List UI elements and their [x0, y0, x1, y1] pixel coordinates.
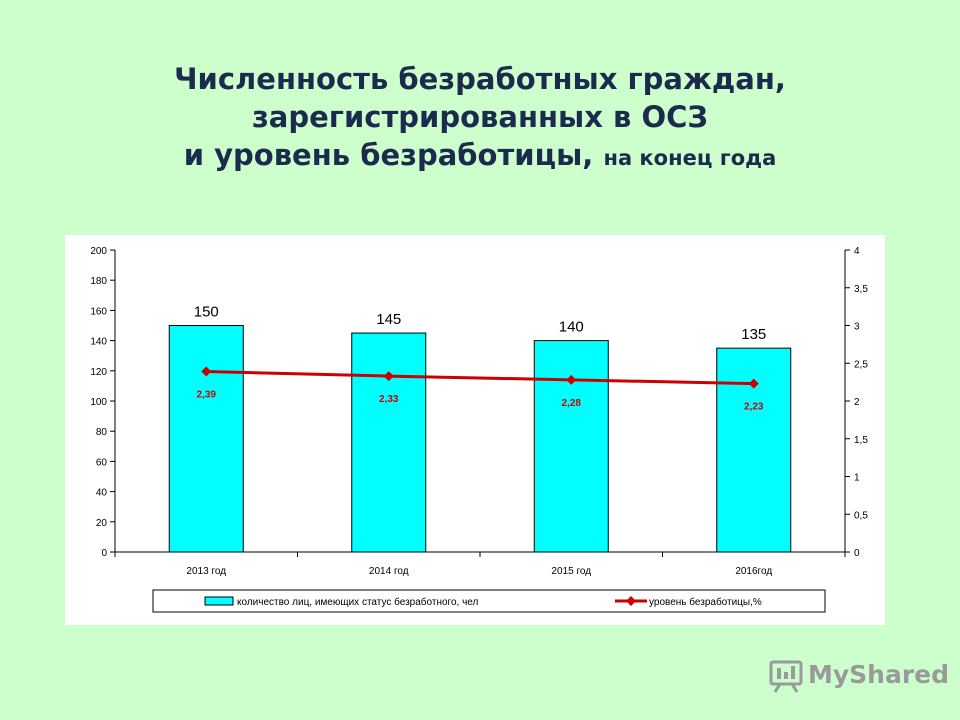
line-point: [748, 378, 759, 389]
y-right-tick-label: 1: [854, 473, 860, 484]
combo-chart: 0 20 40 60 80 100 120 140 160 180 200 0 0,5 1 1,5 2 2,5 3…: [65, 235, 885, 625]
legend-label-line: уровень безработицы,%: [649, 596, 762, 608]
y-left-tick-label: 20: [96, 518, 108, 529]
x-tick-label: 2014 год: [369, 566, 409, 577]
legend-marker-line: [626, 596, 636, 606]
line-data-label: 2,23: [744, 402, 764, 413]
line-data-label: 2,33: [379, 394, 399, 405]
y-left-tick-label: 140: [90, 337, 107, 348]
title-line-3: и уровень безработицы, на конец года: [0, 136, 960, 177]
line-point: [566, 374, 577, 385]
y-right-tick-label: 2: [854, 397, 860, 408]
title-line-2: зарегистрированных в ОСЗ: [251, 100, 709, 134]
presentation-board-icon: [769, 660, 803, 693]
y-right-tick-label: 4: [854, 246, 860, 257]
title-line-1: Численность безработных граждан,: [174, 62, 786, 96]
x-tick-label: 2016год: [735, 566, 772, 577]
title-line-3-main: и уровень безработицы,: [183, 138, 594, 172]
y-right-tick-label: 3: [854, 322, 860, 333]
x-tick-label: 2015 год: [551, 566, 591, 577]
watermark: MyShared: [768, 658, 949, 694]
bar-data-label: 145: [376, 311, 401, 328]
y-right-tick-label: 2,5: [854, 359, 868, 370]
chart-area: 0 20 40 60 80 100 120 140 160 180 200 0 0,5 1 1,5 2 2,5 3…: [65, 235, 885, 625]
y-left-tick-label: 80: [96, 427, 108, 438]
y-left-tick-label: 40: [96, 488, 108, 499]
y-left-tick-label: 160: [90, 306, 107, 317]
bar-data-label: 135: [741, 326, 766, 343]
y-right-tick-label: 3,5: [854, 284, 868, 295]
y-left-tick-label: 180: [90, 276, 107, 287]
bar-data-label: 140: [559, 319, 584, 336]
x-tick-label: 2013 год: [186, 566, 226, 577]
legend-box: [152, 589, 826, 613]
y-right-tick-label: 0,5: [854, 510, 868, 521]
y-right-tick-label: 0: [854, 548, 860, 559]
chart-title: Численность безработных граждан, зарегис…: [0, 60, 960, 177]
y-right-tick-label: 1,5: [854, 435, 868, 446]
y-left-tick-label: 0: [101, 548, 107, 559]
line-point: [383, 371, 394, 382]
y-left-tick-label: 200: [90, 246, 107, 257]
y-left-tick-label: 60: [96, 457, 108, 468]
line-data-label: 2,39: [197, 390, 217, 401]
bar: [533, 340, 609, 553]
line-series: [206, 370, 754, 386]
y-left-tick-label: 100: [90, 397, 107, 408]
bar: [168, 325, 244, 553]
bar-data-label: 150: [194, 304, 219, 321]
title-line-3-subtitle: на конец года: [603, 146, 777, 170]
legend-swatch-bars: [204, 596, 234, 606]
line-data-label: 2,28: [562, 398, 582, 409]
legend-label-bars: количество лиц, имеющих статус безработн…: [237, 596, 479, 608]
line-point: [201, 366, 212, 377]
bar: [351, 332, 427, 553]
watermark-text: MyShared: [808, 660, 950, 689]
y-left-tick-label: 120: [90, 367, 107, 378]
